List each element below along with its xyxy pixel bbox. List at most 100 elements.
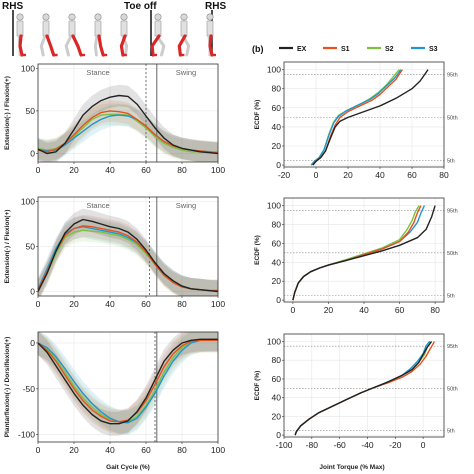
y-tick-label: 80 — [272, 84, 282, 94]
y-axis-label: Extension(-) / Flexion(+) — [4, 76, 11, 150]
chart-panel: 0 20 40 60 80 100 0 -50 -100 Plantarflexion(-) / … — [4, 331, 225, 455]
percentile-label: 50th — [447, 251, 458, 257]
chart-panel: Stance Swing 0 20 40 60 80 100 0 50 100 Extension(-… — [4, 197, 225, 310]
x-tick-label: 80 — [430, 305, 440, 315]
x-tick-label: 100 — [211, 165, 225, 175]
x-tick-label: -80 — [306, 440, 319, 450]
y-axis-label: ECDF (%) — [254, 100, 261, 130]
walker-head — [94, 13, 102, 21]
y-tick-label: 0 — [276, 160, 281, 170]
walker-torso — [68, 20, 76, 37]
y-tick-label: 80 — [272, 355, 282, 365]
stance-label: Stance — [86, 68, 109, 77]
y-tick-label: 60 — [272, 103, 282, 113]
gait-event-rhs-end: RHS — [205, 1, 226, 12]
series-line-s3 — [310, 69, 402, 166]
axes-frame — [283, 61, 445, 168]
swing-label: Swing — [176, 68, 196, 77]
percentile-label: 50th — [447, 386, 458, 392]
plot-content — [284, 62, 444, 167]
walker-figure — [93, 13, 108, 57]
y-tick-label: 60 — [272, 374, 282, 384]
y-axis-label: Extension(-) / Flexion(+) — [4, 210, 11, 284]
x-tick-label: 40 — [105, 165, 115, 175]
plot-content — [38, 332, 218, 442]
walker-torso — [120, 20, 128, 37]
y-tick-label: -50 — [23, 384, 36, 394]
y-tick-label: 0 — [30, 148, 35, 158]
percentile-label: 95th — [447, 208, 458, 214]
x-tick-label: 80 — [439, 170, 449, 180]
walker-torso — [42, 20, 50, 37]
walker-right-leg — [177, 34, 187, 57]
series-band-s2 — [38, 219, 218, 296]
walker-right-leg — [208, 34, 214, 57]
walker-left-leg — [155, 34, 166, 57]
y-tick-label: 100 — [267, 65, 281, 75]
walker-right-leg — [119, 34, 127, 57]
y-tick-label: 80 — [272, 219, 282, 229]
chart-panel: 5th 50th 95th 0 20 40 60 80 0 20 40 60 80 100 ECDF (%) — [254, 197, 458, 315]
x-tick-label: -20 — [278, 170, 291, 180]
walker-head — [16, 13, 24, 21]
y-axis-label: Plantarflexion(-) / Dorsiflexion(+) — [4, 337, 11, 438]
y-tick-label: 0 — [30, 338, 35, 348]
x-tick-label: 40 — [359, 305, 369, 315]
walker-head — [154, 13, 162, 21]
walker-figure — [206, 13, 216, 57]
walker-right-leg — [97, 34, 105, 57]
walker-figure — [16, 13, 26, 57]
percentile-label: 95th — [447, 344, 458, 350]
x-tick-label: 0 — [421, 440, 426, 450]
y-tick-label: -100 — [18, 430, 35, 440]
series-line-s2 — [38, 339, 218, 423]
y-tick-label: 60 — [272, 238, 282, 248]
y-tick-label: 50 — [26, 242, 36, 252]
swing-label: Swing — [176, 201, 196, 210]
chart-panel: 5th 50th 95th -100 -80 -60 -40 -20 0 0 20 40 60 80 100… — [254, 333, 458, 450]
series-line-ex — [292, 205, 436, 301]
y-tick-label: 20 — [272, 276, 282, 286]
plot-area — [284, 334, 444, 437]
x-tick-label: 0 — [36, 445, 41, 455]
plot-area — [284, 62, 444, 167]
axes-frame — [37, 63, 219, 163]
x-tick-label: 40 — [105, 299, 115, 309]
x-tick-label: -40 — [361, 440, 374, 450]
x-tick-label: 80 — [177, 445, 187, 455]
axes-frame — [283, 333, 445, 438]
gait-event-rhs-start: RHS — [2, 1, 23, 12]
y-axis-label: ECDF (%) — [254, 235, 261, 265]
legend-label: S1 — [341, 46, 350, 53]
y-tick-label: 40 — [272, 257, 282, 267]
walker-torso — [94, 20, 102, 37]
walker-right-leg — [18, 34, 24, 57]
panel-label-b: (b) — [252, 44, 264, 54]
walker-left-leg — [64, 34, 73, 57]
series-line-s3 — [38, 338, 218, 424]
walker-left-leg — [39, 34, 47, 57]
y-tick-label: 100 — [267, 336, 281, 346]
x-tick-label: 60 — [141, 299, 151, 309]
walker-head — [42, 13, 50, 21]
x-tick-label: 100 — [211, 445, 225, 455]
x-tick-label: -60 — [334, 440, 347, 450]
x-tick-label: 80 — [177, 165, 187, 175]
gait-cycle-illustration — [12, 10, 216, 57]
walker-right-leg — [45, 34, 56, 57]
plot-content — [38, 197, 218, 296]
x-tick-label: 20 — [343, 170, 353, 180]
legend: EX S1 S2 S3 — [279, 46, 438, 53]
plot-content — [284, 198, 444, 302]
series-band-s1 — [38, 214, 218, 296]
percentile-label: 5th — [447, 428, 455, 434]
walker-head — [180, 13, 188, 21]
series-band-s3 — [38, 215, 218, 296]
x-tick-label: 60 — [141, 445, 151, 455]
walker-head — [206, 13, 214, 21]
gait-event-toe-off: Toe off — [124, 1, 157, 12]
stance-label: Stance — [86, 201, 109, 210]
x-tick-label: 0 — [291, 305, 296, 315]
x-tick-label: 0 — [36, 165, 41, 175]
